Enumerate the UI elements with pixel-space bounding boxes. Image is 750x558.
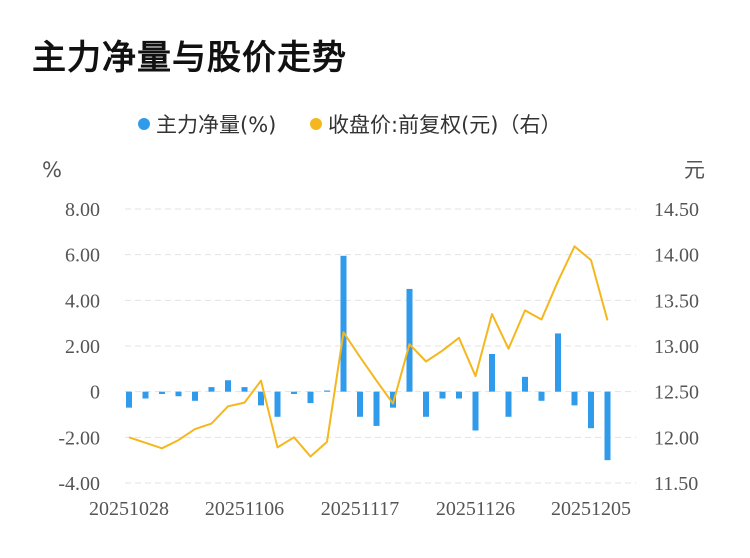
bar [307,391,314,404]
right-tick-label: 12.00 [654,427,699,449]
bar [456,391,462,399]
right-axis-ticks: 14.50 14.00 13.50 13.00 12.50 12.00 11.50 [654,199,699,495]
page-title: 主力净量与股价走势 [32,38,347,78]
left-axis-ticks: 8.00 6.00 4.00 2.00 0 -2.00 -4.00 [58,199,100,495]
right-tick-label: 13.00 [654,336,699,358]
left-tick-label: -2.00 [58,427,100,449]
bar [175,391,182,397]
x-tick-label: 20251117 [321,498,400,520]
x-tick-label: 20251126 [436,498,515,520]
legend-marker-close-price [310,118,322,130]
bar [258,391,264,406]
x-tick-label: 20251028 [89,498,169,520]
right-axis-unit: 元 [684,158,705,182]
bar [357,391,363,417]
bar [439,391,446,399]
line-series [128,245,609,458]
bar-series [126,255,611,461]
bar [522,376,528,392]
right-tick-label: 13.50 [654,290,699,312]
legend-marker-net-volume [138,118,150,130]
bar [406,288,413,392]
x-tick-label: 20251205 [551,498,631,520]
legend-label-close-price: 收盘价:前复权(元)（右） [328,113,561,137]
x-tick-label: 20251106 [205,498,284,520]
bar [489,353,495,392]
bar [555,333,561,392]
bar [126,391,132,408]
bar [225,380,231,392]
right-tick-label: 12.50 [654,382,699,404]
right-tick-label: 11.50 [654,473,698,495]
right-tick-label: 14.00 [654,245,699,267]
bar [373,391,380,426]
bar [390,391,396,408]
bar [505,391,512,417]
bar [472,391,479,431]
bar [571,391,578,406]
bar [291,391,297,394]
bar [142,391,149,399]
left-axis-unit: % [42,158,62,182]
bar [324,390,330,392]
grid [125,208,636,484]
left-tick-label: 0 [90,382,100,404]
bar [423,391,429,417]
bar [241,387,248,392]
bar [538,391,545,401]
x-axis-ticks: 20251028 20251106 20251117 20251126 20251205 [89,498,631,520]
right-tick-label: 14.50 [654,199,699,221]
bar [208,387,215,392]
left-tick-label: 8.00 [65,199,100,221]
left-tick-label: 6.00 [65,245,100,267]
bar [192,391,198,401]
left-tick-label: 2.00 [65,336,100,358]
legend-label-net-volume: 主力净量(%) [156,113,276,137]
price-line [128,245,609,458]
legend: 主力净量(%) 收盘价:前复权(元)（右） [138,113,561,137]
bar [604,391,611,461]
bar [340,255,347,392]
bar [588,391,594,429]
left-tick-label: 4.00 [65,290,100,312]
bar [274,391,281,417]
left-tick-label: -4.00 [58,473,100,495]
bar [159,391,165,394]
